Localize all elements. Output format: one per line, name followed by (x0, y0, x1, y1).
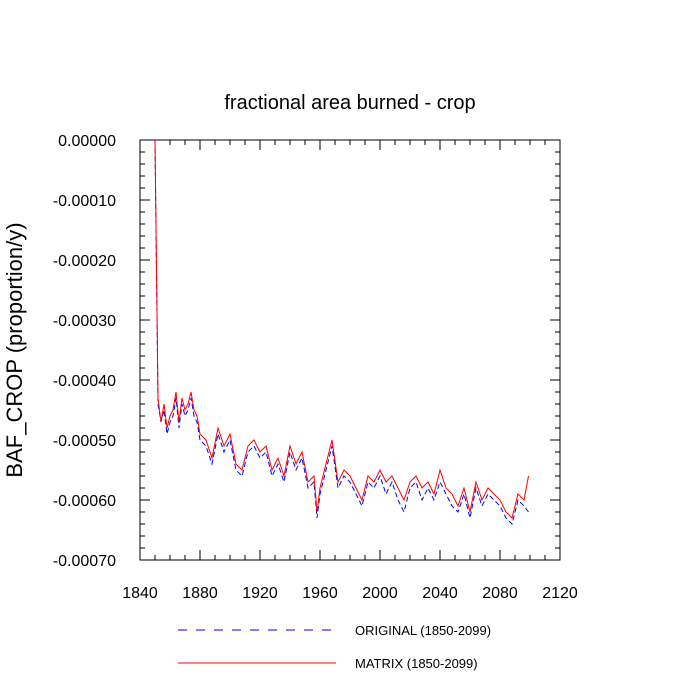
series-layer (154, 139, 529, 525)
x-tick-label: 2080 (482, 585, 518, 602)
legend-matrix-label: MATRIX (1850-2099) (355, 656, 478, 671)
y-axis-label: BAF_CROP (proportion/y) (2, 222, 27, 477)
x-tick-label: 1840 (122, 585, 158, 602)
series-matrix-line (154, 139, 529, 519)
y-tick-label: 0.00000 (58, 133, 116, 150)
series-original-line (154, 139, 529, 525)
x-tick-label: 2120 (542, 585, 578, 602)
axis-tick-labels: 1840 1880 1920 1960 2000 2040 2080 2120 0.00000 -… (53, 133, 578, 602)
y-tick-label: -0.00030 (53, 313, 116, 330)
y-tick-label: -0.00040 (53, 373, 116, 390)
x-tick-label: 2000 (362, 585, 398, 602)
x-tick-label: 1960 (302, 585, 338, 602)
y-tick-label: -0.00020 (53, 253, 116, 270)
chart-title: fractional area burned - crop (224, 92, 475, 114)
y-tick-label: -0.00050 (53, 433, 116, 450)
legend: ORIGINAL (1850-2099) MATRIX (1850-2099) (178, 623, 491, 671)
x-tick-label: 1880 (182, 585, 218, 602)
y-tick-label: -0.00010 (53, 193, 116, 210)
x-tick-label: 1920 (242, 585, 278, 602)
y-tick-label: -0.00070 (53, 553, 116, 570)
legend-original-label: ORIGINAL (1850-2099) (355, 623, 491, 638)
y-tick-label: -0.00060 (53, 493, 116, 510)
axis-ticks (139, 139, 561, 561)
x-tick-label: 2040 (422, 585, 458, 602)
